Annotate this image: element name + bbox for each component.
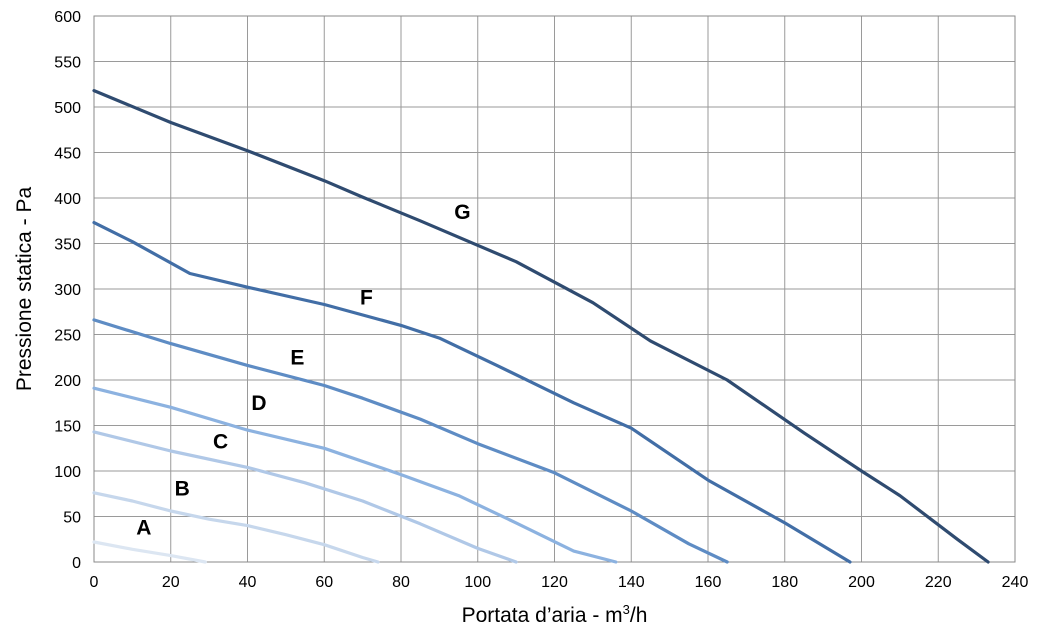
x-axis-title: Portata d’aria - m3/h — [462, 602, 648, 627]
y-axis-title: Pressione statica - Pa — [13, 187, 36, 392]
x-tick-label-180: 180 — [771, 574, 798, 591]
series-line-e — [92, 318, 729, 564]
x-tick-label-120: 120 — [541, 574, 568, 591]
series-line-f — [92, 221, 852, 564]
series-line-b — [92, 491, 380, 564]
y-tick-label-50: 50 — [63, 510, 81, 527]
series-label-c: C — [213, 430, 228, 453]
y-tick-label-350: 350 — [54, 237, 81, 254]
y-tick-label-450: 450 — [54, 146, 81, 163]
series-label-f: F — [360, 286, 373, 309]
series-labels: A B CD E F G — [136, 201, 470, 540]
x-tick-label-40: 40 — [239, 574, 257, 591]
x-axis-title-superscript: 3 — [623, 602, 630, 617]
x-tick-label-220: 220 — [925, 574, 952, 591]
series-label-b: B — [175, 478, 190, 501]
x-tick-label-60: 60 — [315, 574, 333, 591]
series-label-g: G — [454, 201, 470, 224]
x-tick-label-240: 240 — [1002, 574, 1029, 591]
y-tick-label-100: 100 — [54, 464, 81, 481]
y-tick-label-250: 250 — [54, 328, 81, 345]
x-axis-title-suffix: /h — [630, 604, 648, 627]
series-line-c — [92, 430, 518, 564]
y-tick-label-150: 150 — [54, 419, 81, 436]
y-tick-label-500: 500 — [54, 100, 81, 117]
x-tick-label-140: 140 — [618, 574, 645, 591]
x-tick-label-100: 100 — [464, 574, 491, 591]
y-axis-tick-labels: 0 50 100 150 200 250 300 350 400 450 500 550 600 — [54, 9, 81, 572]
x-axis-title-main: Portata d’aria - m — [462, 604, 623, 627]
y-tick-label-550: 550 — [54, 55, 81, 72]
x-tick-label-160: 160 — [695, 574, 722, 591]
x-tick-label-80: 80 — [392, 574, 410, 591]
series-label-a: A — [136, 517, 151, 540]
y-tick-label-600: 600 — [54, 9, 81, 26]
y-tick-label-0: 0 — [72, 555, 81, 572]
series-label-e: E — [290, 347, 304, 370]
y-tick-label-200: 200 — [54, 373, 81, 390]
plot-area-frame — [93, 15, 1016, 563]
series-lines — [92, 89, 990, 564]
y-tick-label-400: 400 — [54, 191, 81, 208]
series-line-g — [92, 89, 990, 564]
y-tick-label-300: 300 — [54, 282, 81, 299]
x-tick-label-200: 200 — [848, 574, 875, 591]
x-tick-label-0: 0 — [90, 574, 99, 591]
x-tick-label-20: 20 — [162, 574, 180, 591]
series-label-d: D — [251, 392, 266, 415]
series-line-a — [92, 540, 207, 564]
x-axis-tick-labels: 0 20 40 60 80 100 120 140 160 180 200 220 240 — [90, 574, 1029, 591]
series-line-d — [92, 386, 618, 564]
